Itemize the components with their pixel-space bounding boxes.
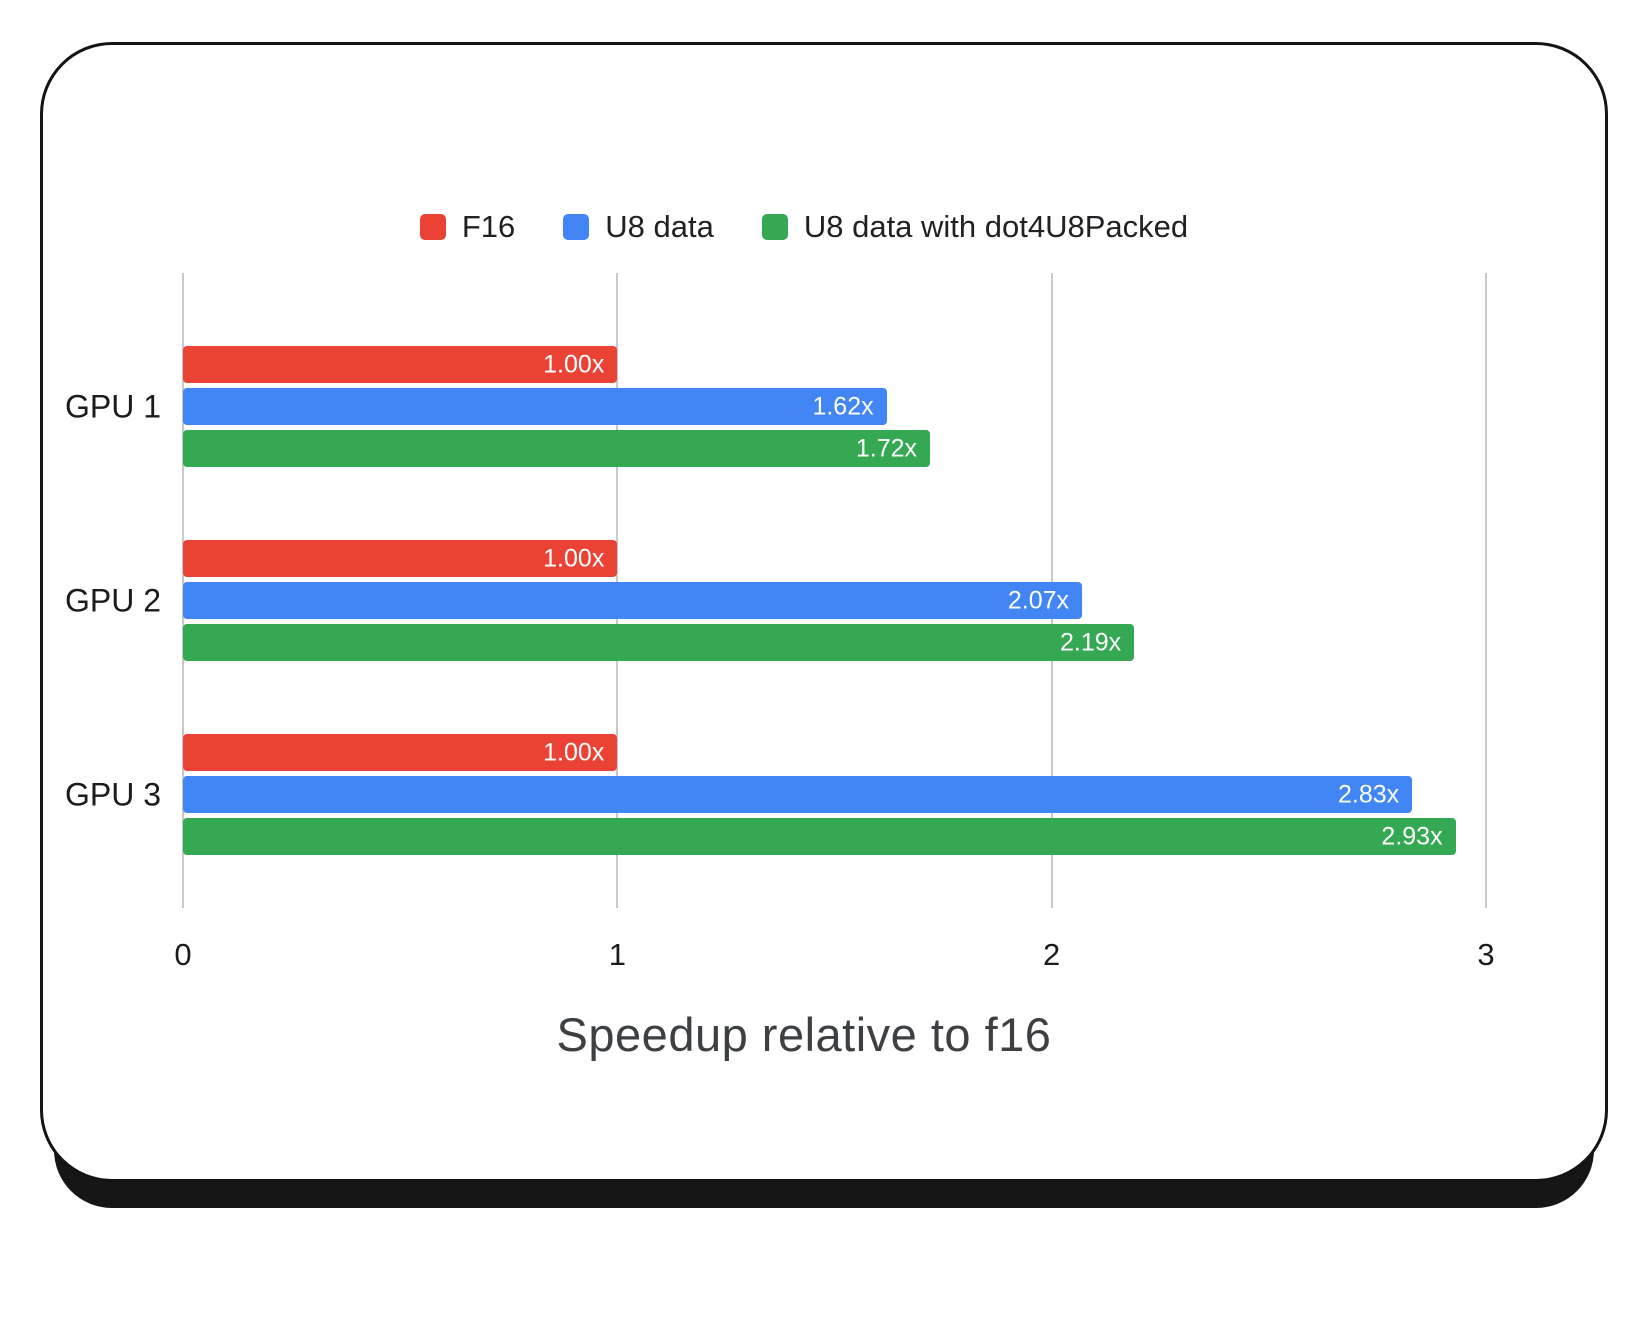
bar: 1.62x	[183, 388, 887, 425]
legend-label: U8 data	[605, 209, 714, 244]
bar-value-label: 2.83x	[1337, 780, 1400, 808]
legend: F16 U8 data U8 data with dot4U8Packed	[43, 209, 1565, 245]
bar: 1.72x	[183, 430, 931, 467]
x-tick-label: 1	[608, 937, 626, 972]
bar: 2.83x	[183, 776, 1413, 813]
legend-label: F16	[461, 209, 516, 244]
bar: 2.93x	[183, 818, 1456, 855]
category-label: GPU 2	[64, 582, 161, 618]
x-tick-label: 0	[174, 937, 192, 972]
category-label: GPU 1	[64, 388, 161, 424]
bar: 2.07x	[183, 582, 1083, 619]
bar-value-label: 2.07x	[1007, 586, 1070, 614]
legend-swatch-icon	[419, 214, 446, 240]
chart-title: Speedup relative to f16	[556, 1008, 1052, 1061]
x-axis-ticks: 0 1 2 3	[174, 937, 1494, 977]
bar-value-label: 1.00x	[543, 350, 605, 378]
bar: 1.00x	[183, 346, 618, 383]
bar-value-label: 2.19x	[1060, 628, 1122, 656]
bar-value-label: 1.72x	[855, 434, 918, 462]
bar-value-label: 2.93x	[1381, 822, 1443, 850]
legend-item: U8 data	[563, 209, 714, 245]
bar: 1.00x	[183, 734, 618, 771]
x-tick-label: 2	[1043, 937, 1061, 972]
legend-swatch-icon	[563, 214, 590, 240]
bar-value-label: 1.62x	[812, 392, 874, 420]
category-label: GPU 3	[64, 776, 161, 812]
chart-card: F16 U8 data U8 data with dot4U8Packed GPU …	[40, 42, 1608, 1182]
plot-area: GPU 1 1.00x 1.62x 1.72x GPU 2 1.00x 2.07x 2.19x…	[65, 273, 1487, 908]
legend-item: U8 data with dot4U8Packed	[761, 209, 1189, 245]
bar: 2.19x	[183, 624, 1135, 661]
bar: 1.00x	[183, 540, 618, 577]
legend-item: F16	[419, 209, 516, 245]
legend-label: U8 data with dot4U8Packed	[803, 209, 1189, 244]
bar-value-label: 1.00x	[543, 544, 605, 572]
bar-value-label: 1.00x	[543, 738, 605, 766]
x-tick-label: 3	[1477, 937, 1495, 972]
gridline	[1485, 273, 1487, 908]
legend-swatch-icon	[761, 214, 788, 240]
